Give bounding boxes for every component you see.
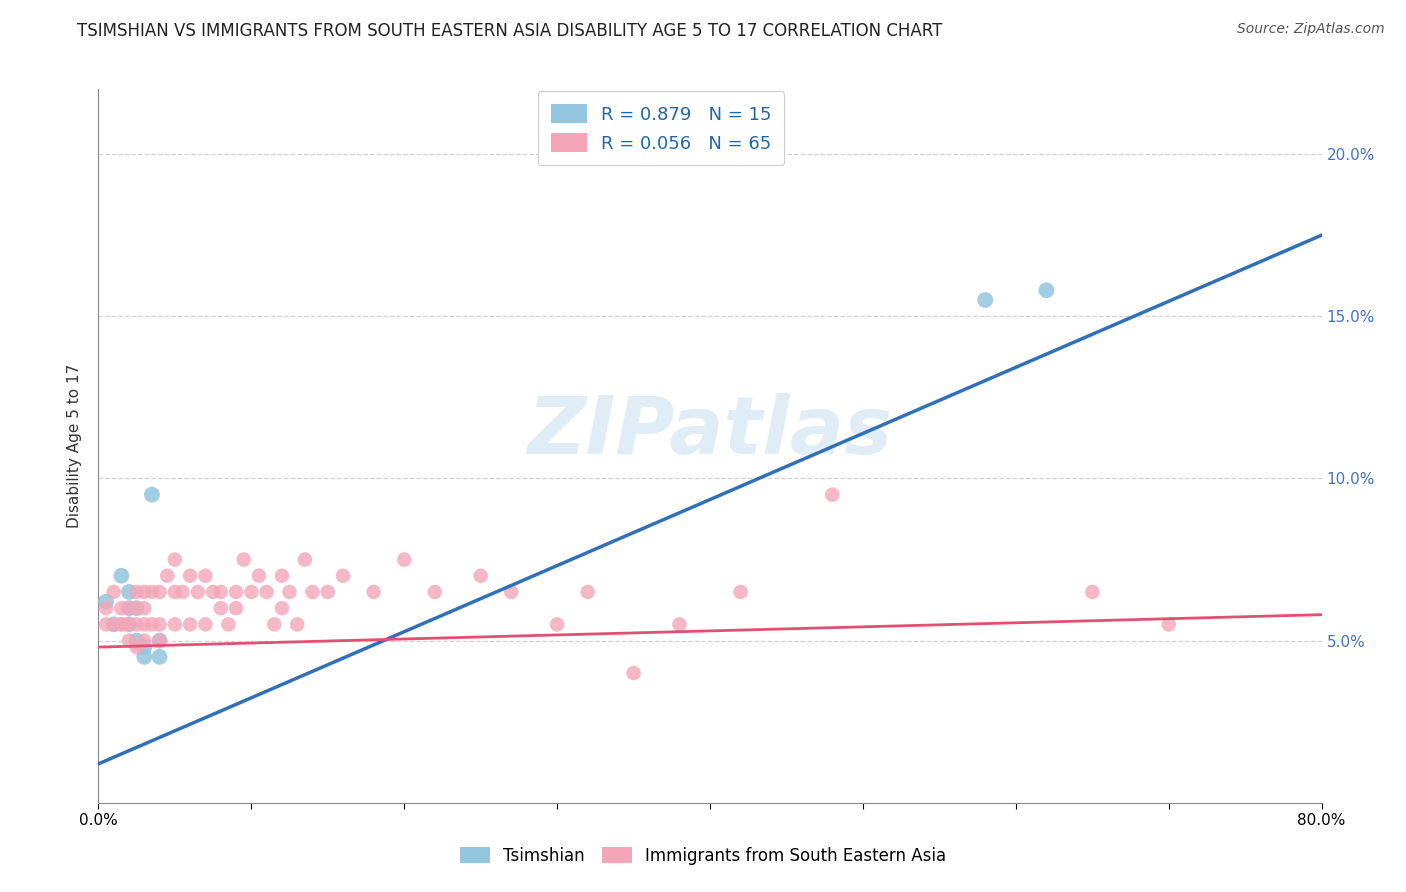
Point xyxy=(156,568,179,582)
Point xyxy=(301,585,323,599)
Point xyxy=(270,568,292,582)
Point xyxy=(125,601,148,615)
Point xyxy=(316,585,339,599)
Point xyxy=(668,617,690,632)
Text: Source: ZipAtlas.com: Source: ZipAtlas.com xyxy=(1237,22,1385,37)
Point xyxy=(256,585,278,599)
Point xyxy=(103,617,125,632)
Point xyxy=(194,568,217,582)
Point xyxy=(125,601,148,615)
Text: TSIMSHIAN VS IMMIGRANTS FROM SOUTH EASTERN ASIA DISABILITY AGE 5 TO 17 CORRELATI: TSIMSHIAN VS IMMIGRANTS FROM SOUTH EASTE… xyxy=(77,22,942,40)
Point xyxy=(576,585,599,599)
Point xyxy=(623,666,645,681)
Point xyxy=(118,617,141,632)
Point xyxy=(1081,585,1104,599)
Point xyxy=(110,601,132,615)
Point xyxy=(110,617,132,632)
Point xyxy=(179,568,201,582)
Point xyxy=(285,617,308,632)
Point xyxy=(110,617,132,632)
Point xyxy=(392,552,416,566)
Y-axis label: Disability Age 5 to 17: Disability Age 5 to 17 xyxy=(67,364,83,528)
Point xyxy=(332,568,354,582)
Point xyxy=(141,585,163,599)
Point xyxy=(125,633,148,648)
Point xyxy=(125,640,148,654)
Point xyxy=(94,601,117,615)
Text: ZIPatlas: ZIPatlas xyxy=(527,392,893,471)
Point xyxy=(194,617,217,632)
Point xyxy=(1157,617,1180,632)
Point xyxy=(974,293,997,307)
Point xyxy=(225,601,247,615)
Point xyxy=(225,585,247,599)
Point xyxy=(179,617,201,632)
Point xyxy=(125,585,148,599)
Point xyxy=(134,640,156,654)
Point xyxy=(141,617,163,632)
Point xyxy=(118,633,141,648)
Point xyxy=(118,617,141,632)
Point xyxy=(149,649,172,664)
Legend: Tsimshian, Immigrants from South Eastern Asia: Tsimshian, Immigrants from South Eastern… xyxy=(451,838,955,873)
Point xyxy=(209,585,232,599)
Point xyxy=(103,585,125,599)
Point xyxy=(730,585,752,599)
Point xyxy=(363,585,385,599)
Point xyxy=(125,617,148,632)
Point xyxy=(1035,283,1057,297)
Point xyxy=(134,585,156,599)
Point xyxy=(134,633,156,648)
Point xyxy=(217,617,239,632)
Point xyxy=(163,552,186,566)
Point xyxy=(263,617,285,632)
Point xyxy=(149,633,172,648)
Point xyxy=(94,595,117,609)
Point xyxy=(187,585,209,599)
Point xyxy=(149,617,172,632)
Point xyxy=(134,649,156,664)
Point xyxy=(294,552,316,566)
Point xyxy=(270,601,292,615)
Point xyxy=(149,633,172,648)
Point xyxy=(118,601,141,615)
Point xyxy=(149,585,172,599)
Point xyxy=(163,585,186,599)
Point xyxy=(232,552,254,566)
Point xyxy=(470,568,492,582)
Point xyxy=(163,617,186,632)
Point xyxy=(94,617,117,632)
Point xyxy=(423,585,446,599)
Legend: R = 0.879   N = 15, R = 0.056   N = 65: R = 0.879 N = 15, R = 0.056 N = 65 xyxy=(538,91,785,165)
Point xyxy=(821,488,844,502)
Point xyxy=(501,585,523,599)
Point xyxy=(240,585,263,599)
Point xyxy=(134,601,156,615)
Point xyxy=(141,488,163,502)
Point xyxy=(118,585,141,599)
Point xyxy=(118,601,141,615)
Point xyxy=(278,585,301,599)
Point xyxy=(110,568,132,582)
Point xyxy=(172,585,194,599)
Point xyxy=(546,617,568,632)
Point xyxy=(209,601,232,615)
Point xyxy=(202,585,225,599)
Point xyxy=(247,568,270,582)
Point xyxy=(134,617,156,632)
Point xyxy=(103,617,125,632)
